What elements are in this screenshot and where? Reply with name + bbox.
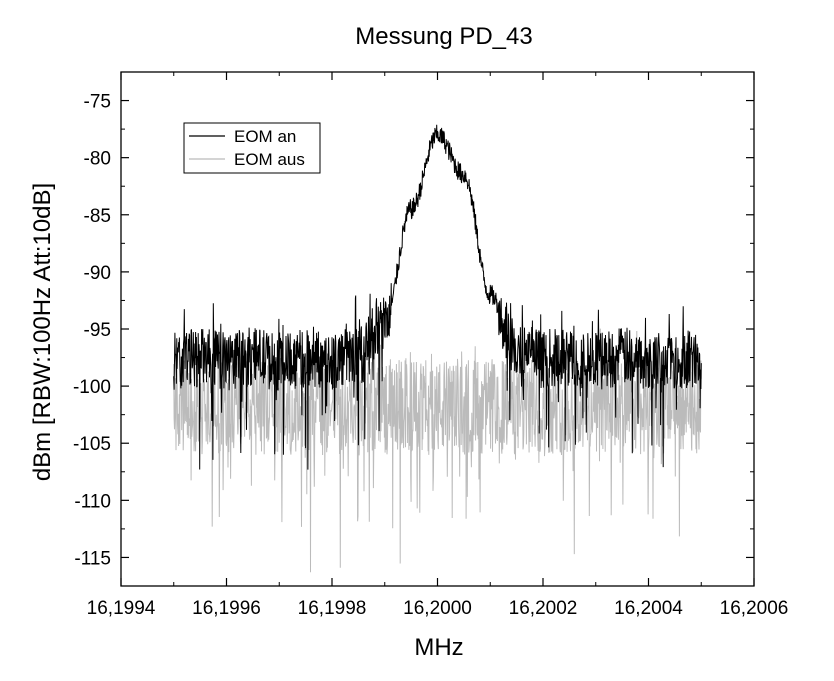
series-line-eom-aus: [173, 328, 702, 573]
chart-title: Messung PD_43: [355, 23, 532, 50]
y-tick-label: -115: [74, 548, 111, 569]
y-tick-label: -75: [84, 92, 111, 113]
x-tick-label: 16,1994: [87, 598, 156, 619]
x-axis-title: MHz: [414, 634, 463, 661]
y-tick-label: -105: [73, 434, 111, 455]
series-layer: [173, 124, 702, 573]
y-tick-label: -95: [84, 320, 111, 341]
x-tick-label: 16,2000: [403, 598, 472, 619]
y-axis-title: dBm [RBW:100Hz Att:10dB]: [29, 183, 56, 481]
series-line-eom-an: [173, 124, 702, 470]
x-tick-label: 16,2006: [720, 598, 789, 619]
legend-label-eom-an: EOM an: [234, 127, 296, 146]
x-tick-label: 16,2004: [614, 598, 683, 619]
legend-box: [183, 122, 321, 174]
axes-layer: 16,1994 16,1996 16,1998 16,2000 16,2002 16,20…: [73, 71, 789, 619]
x-tick-label: 16,1996: [192, 598, 261, 619]
y-tick-label: -85: [84, 206, 111, 227]
y-tick-label: -90: [84, 263, 111, 284]
y-tick-label: -110: [74, 491, 111, 512]
x-tick-label: 16,1998: [298, 598, 367, 619]
legend: EOM an EOM aus: [183, 122, 321, 174]
legend-label-eom-aus: EOM aus: [234, 150, 305, 169]
y-tick-label: -100: [73, 377, 111, 398]
y-tick-label: -80: [84, 149, 111, 170]
x-tick-label: 16,2002: [509, 598, 578, 619]
